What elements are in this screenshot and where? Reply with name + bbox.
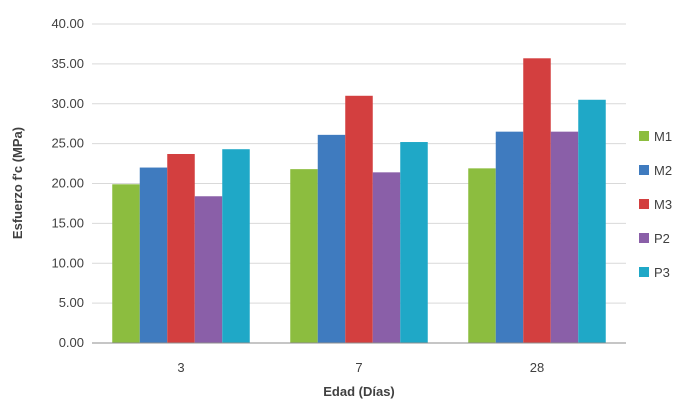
bar-p3-28 bbox=[578, 99, 606, 343]
bar-p2-7 bbox=[372, 172, 401, 343]
bar-m1-28 bbox=[468, 168, 496, 343]
x-tick-label: 28 bbox=[530, 360, 544, 375]
y-tick-labels: 0.00 5.00 10.00 15.00 20.00 25.00 30.00 35.00 40… bbox=[51, 16, 84, 350]
bars bbox=[112, 58, 606, 344]
x-tick-label: 7 bbox=[355, 360, 362, 375]
bar-m3-7 bbox=[345, 95, 373, 344]
legend-swatch-p2 bbox=[639, 233, 649, 243]
legend: M1 M2 M3 P2 P3 bbox=[639, 129, 672, 280]
x-tick-labels: 3 7 28 bbox=[177, 360, 544, 375]
bar-m2-7 bbox=[317, 134, 346, 343]
bar-m1-7 bbox=[290, 169, 318, 343]
y-tick-label: 40.00 bbox=[51, 16, 84, 31]
bar-p2-28 bbox=[550, 131, 579, 343]
y-tick-label: 0.00 bbox=[59, 335, 84, 350]
legend-label-p3: P3 bbox=[654, 265, 670, 280]
bar-m2-3 bbox=[139, 167, 168, 343]
y-tick-label: 30.00 bbox=[51, 96, 84, 111]
y-axis-title: Esfuerzo f'c (MPa) bbox=[10, 127, 25, 239]
y-tick-label: 25.00 bbox=[51, 136, 84, 151]
y-tick-label: 20.00 bbox=[51, 176, 84, 191]
bar-p3-3 bbox=[222, 149, 250, 343]
y-tick-label: 5.00 bbox=[59, 295, 84, 310]
legend-label-m2: M2 bbox=[654, 163, 672, 178]
bar-p3-7 bbox=[400, 142, 428, 343]
legend-swatch-p3 bbox=[639, 267, 649, 277]
y-tick-label: 15.00 bbox=[51, 215, 84, 230]
bar-p2-3 bbox=[194, 196, 223, 343]
legend-label-p2: P2 bbox=[654, 231, 670, 246]
legend-swatch-m3 bbox=[639, 199, 649, 209]
legend-swatch-m1 bbox=[639, 131, 649, 141]
legend-label-m3: M3 bbox=[654, 197, 672, 212]
bar-m2-28 bbox=[495, 131, 524, 343]
legend-label-m1: M1 bbox=[654, 129, 672, 144]
legend-swatch-m2 bbox=[639, 165, 649, 175]
y-tick-label: 35.00 bbox=[51, 56, 84, 71]
y-tick-label: 10.00 bbox=[51, 255, 84, 270]
x-axis-title: Edad (Días) bbox=[323, 384, 395, 399]
bar-m1-3 bbox=[112, 184, 140, 343]
x-tick-label: 3 bbox=[177, 360, 184, 375]
bar-m3-3 bbox=[167, 153, 195, 343]
bar-m3-28 bbox=[523, 58, 551, 343]
